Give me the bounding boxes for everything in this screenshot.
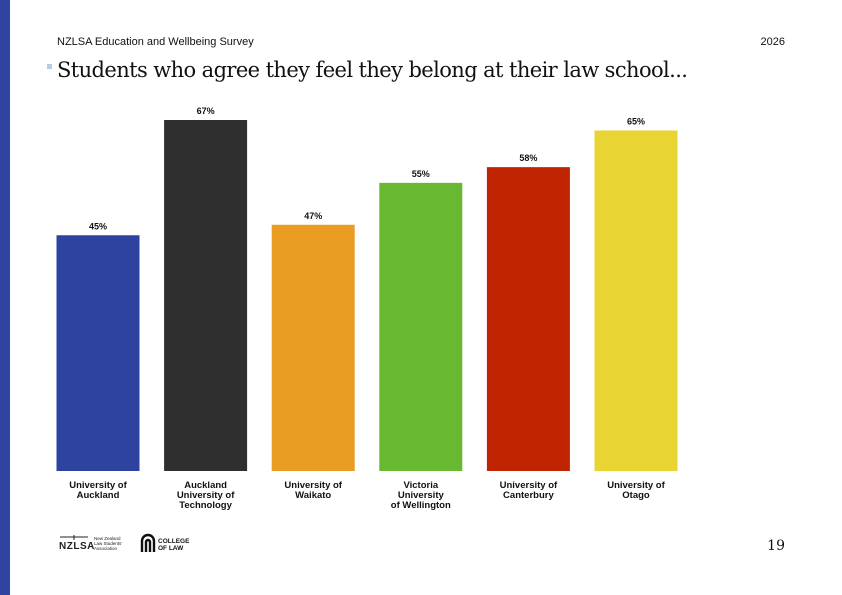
category-label-line: University of [500,480,558,491]
bar-value-label: 45% [89,221,107,231]
bar [486,167,570,472]
bar [271,224,355,471]
college-of-law-text: OF LAW [158,545,184,552]
nzlsa-logo-subtext: Association [94,546,118,551]
report-header: NZLSA Education and Wellbeing Survey [57,36,254,48]
category-label: University of Auckland [69,480,127,501]
scales-icon [60,535,88,540]
category-label-line: Victoria [403,480,438,491]
bar-value-label: 55% [412,169,430,179]
footer-logos: NZLSA New Zealand Law Students' Associat… [59,533,190,552]
nzlsa-logo-subtext: New Zealand [94,536,121,541]
category-label: Auckland University of Technology [177,480,235,511]
category-label: University of Waikato [284,480,342,501]
category-label-line: University of [69,480,127,491]
bar [594,130,678,472]
nzlsa-logo-subtext: Law Students' [94,541,122,546]
nzlsa-logo-text: NZLSA [59,541,95,552]
title-marker [47,64,52,69]
category-label-line: University [398,490,445,501]
category-label-line: Technology [179,500,232,511]
category-label-line: University of [284,480,342,491]
category-label-line: University of [607,480,665,491]
bar-value-label: 58% [519,153,537,163]
bar-value-label: 47% [304,211,322,221]
category-label: University of Canterbury [500,480,558,501]
bar-value-label: 67% [197,106,215,116]
category-label-line: University of [177,490,235,501]
college-of-law-logo: COLLEGE OF LAW [140,533,190,552]
bar [379,182,463,472]
college-of-law-mark-icon [140,533,156,552]
category-label-line: Canterbury [503,490,554,501]
category-label-line: Auckland [77,490,120,501]
category-label-line: Auckland [184,480,227,491]
college-of-law-text: COLLEGE [158,538,190,545]
page-number: 19 [767,538,785,554]
category-label: University of Otago [607,480,665,501]
accent-bar [0,0,10,595]
category-label-line: of Wellington [391,500,451,511]
report-year: 2026 [760,36,785,48]
bar [56,235,140,471]
bar [164,120,248,471]
category-label-line: Otago [622,490,650,501]
nzlsa-logo: NZLSA New Zealand Law Students' Associat… [59,535,122,552]
bar-value-label: 65% [627,116,645,126]
category-label-line: Waikato [295,490,331,501]
chart-title: Students who agree they feel they belong… [57,58,688,82]
category-label: Victoria University of Wellington [391,480,451,511]
